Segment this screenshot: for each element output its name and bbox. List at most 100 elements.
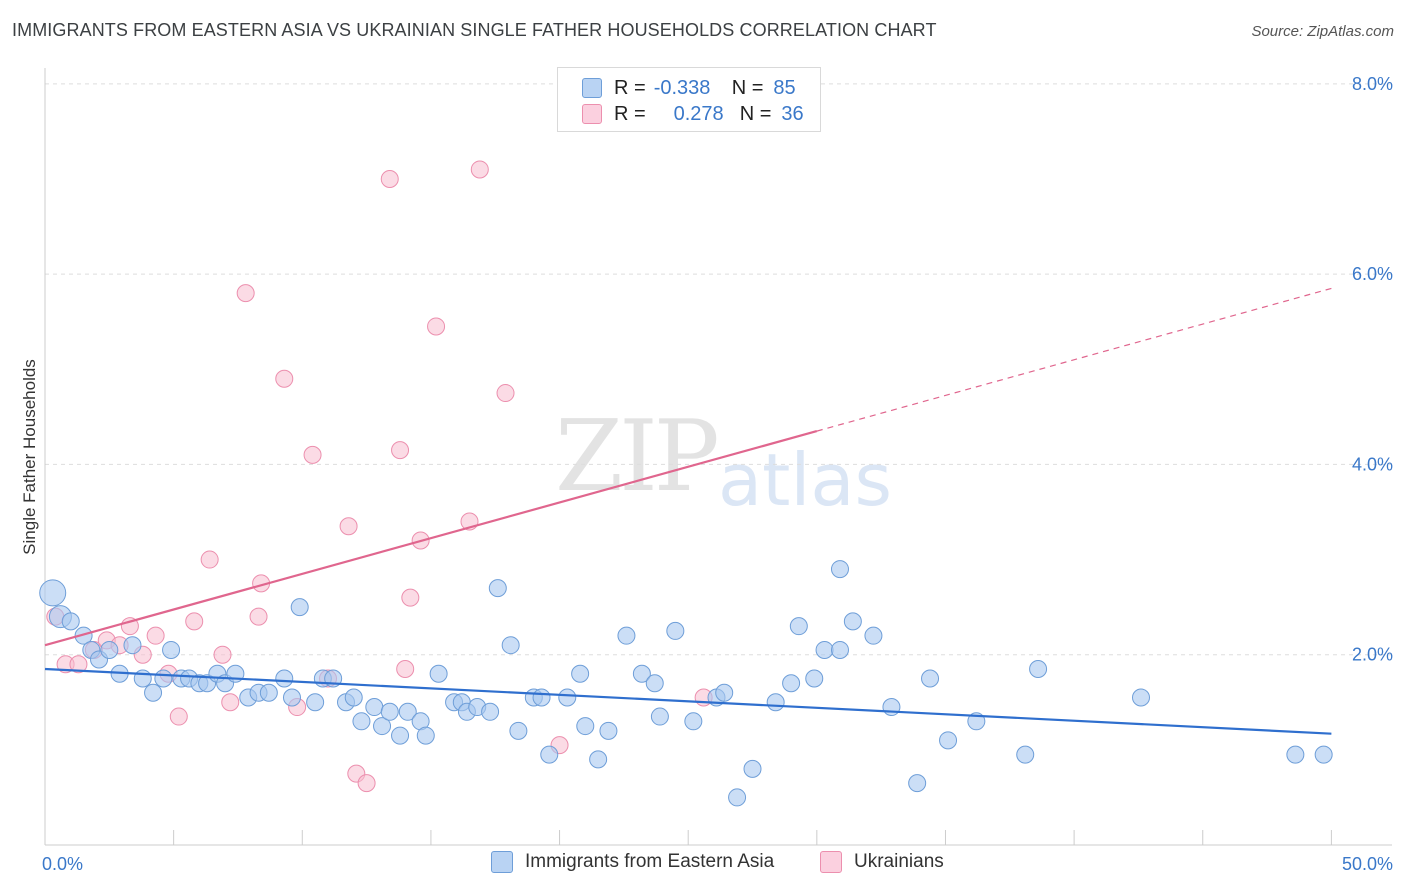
eastern-asia-point — [632, 664, 651, 683]
eastern-asia-point — [830, 560, 849, 579]
eastern-asia-point — [416, 726, 435, 745]
blue-swatch-icon — [491, 851, 513, 873]
eastern-asia-point — [373, 717, 392, 736]
eastern-asia-point — [61, 612, 80, 631]
series-legend: Immigrants from Eastern Asia Ukrainians — [0, 851, 1406, 877]
legend-row-eastern-asia: R = -0.338 N = 85 — [582, 77, 796, 99]
legend-label-ukrainians: Ukrainians — [854, 851, 944, 872]
eastern-asia-point — [805, 669, 824, 688]
eastern-asia-point — [39, 579, 67, 607]
legend-item-eastern-asia: Immigrants from Eastern Asia — [491, 851, 774, 873]
eastern-asia-point — [509, 721, 528, 740]
eastern-asia-point — [921, 669, 940, 688]
chart-title: IMMIGRANTS FROM EASTERN ASIA VS UKRAINIA… — [12, 20, 937, 40]
ukrainians-point — [185, 612, 204, 631]
eastern-asia-point — [100, 640, 119, 659]
ukrainians-point — [200, 550, 219, 569]
legend-label-eastern-asia: Immigrants from Eastern Asia — [525, 851, 775, 872]
legend-item-ukrainians: Ukrainians — [820, 851, 944, 873]
eastern-asia-point — [344, 688, 363, 707]
y-tick-label: 6.0% — [1352, 264, 1393, 284]
ukrainians-point — [213, 645, 232, 664]
eastern-asia-point — [939, 731, 958, 750]
eastern-asia-point — [162, 640, 181, 659]
eastern-asia-point — [74, 626, 93, 645]
ukrainians-point — [357, 774, 376, 793]
eastern-asia-point — [481, 702, 500, 721]
y-tick-label: 2.0% — [1352, 645, 1393, 665]
eastern-asia-point — [282, 688, 301, 707]
eastern-asia-point — [1029, 659, 1048, 678]
eastern-asia-point — [571, 664, 590, 683]
eastern-asia-point — [617, 626, 636, 645]
eastern-asia-point — [398, 702, 417, 721]
eastern-asia-point — [275, 669, 294, 688]
ukrainians-point — [169, 707, 188, 726]
eastern-asia-point — [429, 664, 448, 683]
source-label: Source: ZipAtlas.com — [1251, 23, 1394, 40]
eastern-asia-point — [1016, 745, 1035, 764]
eastern-asia-point — [1132, 688, 1150, 707]
watermark-atlas: atlas — [718, 438, 892, 522]
legend-n-label: N = — [739, 102, 772, 125]
ukrainians-point — [221, 693, 240, 712]
correlation-legend: R = -0.338 N = 85 R = 0.278 N = 36 — [557, 67, 821, 132]
y-axis-title: Single Father Households — [20, 359, 39, 555]
ukrainians-point — [396, 659, 415, 678]
ukrainians-point — [275, 369, 294, 388]
eastern-asia-point — [576, 717, 595, 736]
legend-r-label: R = — [614, 76, 646, 99]
ukrainians-point — [236, 284, 255, 303]
eastern-asia-point — [154, 669, 173, 688]
eastern-asia-point — [645, 674, 664, 693]
eastern-asia-point — [306, 693, 325, 712]
ukrainians-point — [380, 169, 399, 188]
x-tick-label-min: 0.0% — [42, 854, 83, 874]
ukrainians-point — [339, 517, 358, 536]
ukrainians-point — [146, 626, 165, 645]
eastern-asia-point — [123, 636, 142, 655]
eastern-asia-point — [766, 693, 785, 712]
eastern-asia-point — [352, 712, 371, 731]
eastern-asia-point — [599, 721, 618, 740]
grid-lines — [45, 83, 1392, 656]
eastern-asia-point — [650, 707, 669, 726]
eastern-asia-point — [144, 683, 163, 702]
axes — [44, 68, 1392, 846]
eastern-asia-point — [501, 636, 520, 655]
legend-r-value: 0.278 — [673, 102, 724, 125]
eastern-asia-point — [365, 698, 384, 717]
pink-swatch-icon — [582, 104, 602, 124]
pink-swatch-icon — [820, 851, 842, 873]
eastern-asia-point — [290, 598, 309, 617]
eastern-asia-point — [532, 688, 551, 707]
eastern-asia-point — [743, 759, 762, 778]
eastern-asia-point — [1314, 745, 1333, 764]
eastern-asia-point — [540, 745, 559, 764]
eastern-asia-point — [589, 750, 608, 769]
tick-labels: 2.0% 4.0% 6.0% 8.0% 0.0% 50.0% Single Father H… — [20, 74, 1393, 874]
eastern-asia-point — [908, 774, 927, 793]
ukrainians-point — [401, 588, 420, 607]
eastern-asia-point — [830, 640, 849, 659]
legend-row-ukrainians: R = 0.278 N = 36 — [582, 103, 804, 125]
eastern-asia-point — [1286, 745, 1305, 764]
eastern-asia-point — [789, 617, 808, 636]
eastern-asia-point — [684, 712, 703, 731]
x-tick-label-max: 50.0% — [1342, 854, 1393, 874]
legend-n-value: 85 — [773, 76, 796, 99]
ukrainians-point — [303, 445, 322, 464]
eastern-asia-point — [843, 612, 862, 631]
eastern-asia-point — [259, 683, 278, 702]
eastern-asia-point — [782, 674, 801, 693]
ukrainians-point — [496, 384, 515, 403]
ukrainians-trend-extension — [816, 287, 1332, 432]
eastern-asia-point — [488, 579, 507, 598]
eastern-asia-point — [728, 788, 747, 807]
y-tick-label: 4.0% — [1352, 454, 1393, 474]
legend-n-value: 36 — [781, 102, 804, 125]
eastern-asia-point — [864, 626, 883, 645]
legend-r-label: R = — [614, 102, 646, 125]
eastern-asia-point — [666, 621, 685, 640]
